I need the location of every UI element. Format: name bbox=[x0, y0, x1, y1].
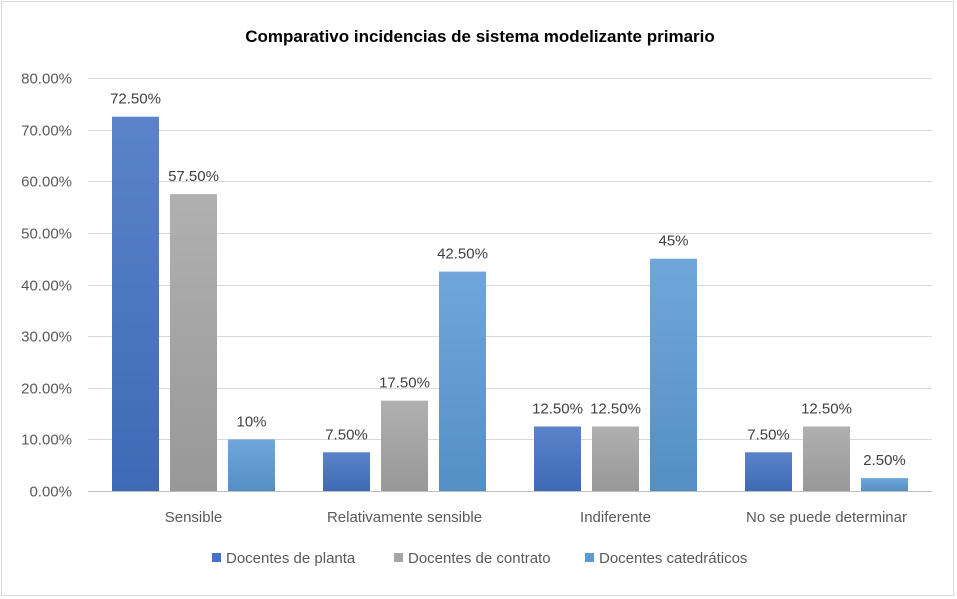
data-label: 12.50% bbox=[532, 400, 583, 417]
legend-swatch bbox=[212, 553, 221, 562]
data-label: 7.50% bbox=[747, 426, 790, 443]
data-label: 57.50% bbox=[168, 168, 219, 185]
x-tick-label: Indiferente bbox=[580, 509, 651, 526]
data-labels: 72.50% 57.50% 10% 7.50% 17.50% 42.50% 12.50% 12… bbox=[110, 91, 906, 469]
bar bbox=[439, 271, 486, 491]
bar bbox=[861, 478, 908, 491]
y-tick-label: 30.00% bbox=[21, 329, 72, 346]
data-label: 12.50% bbox=[801, 400, 852, 417]
legend: Docentes de planta Docentes de contrato Do… bbox=[212, 550, 747, 567]
data-label: 17.50% bbox=[379, 375, 430, 392]
data-label: 2.50% bbox=[863, 452, 906, 469]
data-label: 10% bbox=[236, 413, 266, 430]
y-tick-label: 20.00% bbox=[21, 381, 72, 398]
data-label: 72.50% bbox=[110, 91, 161, 108]
bar bbox=[112, 116, 159, 491]
data-label: 7.50% bbox=[325, 426, 368, 443]
bar bbox=[323, 452, 370, 491]
legend-label: Docentes catedráticos bbox=[599, 550, 747, 567]
bar bbox=[803, 426, 850, 491]
y-tick-label: 70.00% bbox=[21, 123, 72, 140]
bar bbox=[745, 452, 792, 491]
legend-label: Docentes de contrato bbox=[408, 550, 551, 567]
y-tick-label: 50.00% bbox=[21, 226, 72, 243]
bar bbox=[170, 194, 217, 491]
data-label: 45% bbox=[658, 233, 688, 250]
legend-label: Docentes de planta bbox=[226, 550, 356, 567]
y-tick-label: 40.00% bbox=[21, 278, 72, 295]
x-tick-label: Sensible bbox=[165, 509, 223, 526]
data-label: 12.50% bbox=[590, 400, 641, 417]
bar bbox=[650, 258, 697, 491]
y-axis-ticks: 0.00% 10.00% 20.00% 30.00% 40.00% 50.00% 60.00… bbox=[21, 71, 72, 501]
data-label: 42.50% bbox=[437, 246, 488, 263]
legend-swatch bbox=[585, 553, 594, 562]
x-tick-label: Relativamente sensible bbox=[327, 509, 482, 526]
bar bbox=[534, 426, 581, 491]
bars bbox=[112, 116, 908, 491]
bar bbox=[228, 439, 275, 491]
bar bbox=[592, 426, 639, 491]
x-tick-label: No se puede determinar bbox=[746, 509, 907, 526]
y-tick-label: 80.00% bbox=[21, 71, 72, 88]
y-tick-label: 60.00% bbox=[21, 174, 72, 191]
y-tick-label: 10.00% bbox=[21, 432, 72, 449]
bar bbox=[381, 400, 428, 491]
legend-swatch bbox=[394, 553, 403, 562]
x-axis-ticks: Sensible Relativamente sensible Indiferent… bbox=[165, 509, 907, 526]
chart-title: Comparativo incidencias de sistema model… bbox=[245, 27, 715, 46]
y-tick-label: 0.00% bbox=[29, 484, 72, 501]
